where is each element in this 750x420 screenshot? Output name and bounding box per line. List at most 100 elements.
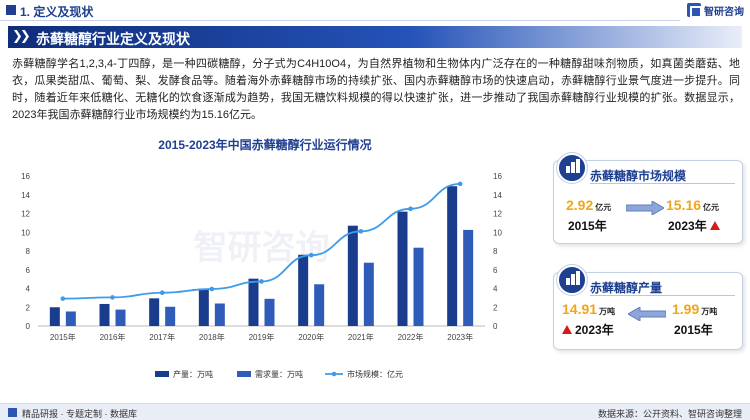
output-past-year: 2015年 <box>674 323 713 337</box>
market-to-value: 15.16 亿元 <box>666 197 720 213</box>
legend-swatch-production <box>155 371 169 377</box>
demand-bar <box>314 284 325 326</box>
card-title: 赤藓糖醇产量 <box>590 281 663 295</box>
x-tick-label: 2020年 <box>298 332 324 342</box>
card-title-underline <box>590 295 735 296</box>
production-bar <box>248 278 259 326</box>
production-bar <box>347 225 358 326</box>
section-marker-icon <box>6 5 16 15</box>
demand-bar <box>264 298 275 326</box>
bar-chart-icon <box>557 265 587 295</box>
right-arrow-icon <box>626 201 664 215</box>
brand-logo: 智研咨询 <box>687 2 744 18</box>
y2-tick-label: 4 <box>493 285 498 294</box>
intro-paragraph: 赤藓糖醇学名1,2,3,4-丁四醇，是一种四碳糖醇，分子式为C4H10O4，为自… <box>12 58 740 121</box>
market-from-value: 2.92 亿元 <box>566 197 612 213</box>
chart-title: 2015-2023年中国赤藓糖醇行业运行情况 <box>158 138 372 152</box>
page-title: 赤藓糖醇行业定义及现状 <box>36 31 190 47</box>
section-label: 1. 定义及现状 <box>20 5 94 19</box>
y2-tick-label: 14 <box>493 191 502 200</box>
y-tick-label: 2 <box>26 303 31 312</box>
demand-bar <box>115 309 126 326</box>
production-bar <box>49 307 60 326</box>
x-tick-label: 2015年 <box>50 332 76 342</box>
y-tick-label: 4 <box>26 285 31 294</box>
market-size-point <box>209 286 215 292</box>
legend-swatch-market-dot <box>331 371 337 377</box>
chart-watermark: 智研咨询 <box>194 229 330 267</box>
x-tick-label: 2023年 <box>447 332 473 342</box>
section-header: 1. 定义及现状 <box>0 0 750 22</box>
y-tick-label: 12 <box>21 210 30 219</box>
market-size-point <box>110 295 115 300</box>
market-size-point <box>308 252 314 258</box>
market-size-card: 赤藓糖醇市场规模 2.92 亿元 2015年 15.16 亿元 2023年 <box>553 153 744 244</box>
section-divider <box>0 20 680 21</box>
demand-bar <box>65 311 76 326</box>
x-tick-label: 2022年 <box>398 332 424 342</box>
market-size-line <box>62 182 461 300</box>
market-size-point <box>457 181 463 187</box>
market-from-year: 2015年 <box>568 219 607 233</box>
demand-bar <box>214 303 225 326</box>
left-arrow-icon <box>628 307 666 321</box>
output-past-value: 1.99 万吨 <box>672 301 718 317</box>
data-source: 数据来源：公开资料、智研咨询整理 <box>597 409 742 419</box>
x-tick-label: 2016年 <box>100 332 126 342</box>
x-tick-label: 2021年 <box>348 332 374 342</box>
market-size-point <box>358 229 364 234</box>
logo-icon <box>687 3 702 18</box>
up-arrow-icon <box>709 221 720 230</box>
legend-label-demand: 需求量：万吨 <box>255 369 303 379</box>
combo-chart: 智研咨询 0 2 4 6 8 10 12 14 16 0 2 4 6 8 10 12 14 16 2015年 2016年… <box>21 172 502 379</box>
y-tick-label: 6 <box>26 266 31 275</box>
market-size-point <box>259 279 264 284</box>
double-chevron-icon: ❯❯ <box>12 28 31 43</box>
report-icon <box>8 408 17 417</box>
production-bar <box>99 303 110 326</box>
y2-tick-label: 2 <box>493 303 498 312</box>
demand-bar <box>463 229 474 326</box>
bar-chart-icon <box>557 153 587 183</box>
card-header: 赤藓糖醇市场规模 <box>554 153 744 187</box>
card-title: 赤藓糖醇市场规模 <box>590 169 687 183</box>
y-tick-label: 0 <box>26 322 31 331</box>
legend-swatch-demand <box>237 371 251 377</box>
output-card: 赤藓糖醇产量 14.91 万吨 2023年 1.99 万吨 2015年 <box>553 265 744 350</box>
card-title-underline <box>590 183 735 184</box>
x-tick-label: 2019年 <box>249 332 275 342</box>
y-tick-label: 8 <box>26 247 31 256</box>
legend-label-market: 市场规模：亿元 <box>347 369 403 379</box>
market-size-point <box>60 296 66 301</box>
output-now-value: 14.91 万吨 <box>562 301 616 317</box>
market-size-point <box>408 206 413 212</box>
logo-text: 智研咨询 <box>704 6 744 18</box>
production-bar <box>447 186 458 326</box>
demand-bar <box>165 306 176 326</box>
footer-tagline: 精品研报 · 专题定制 · 数据库 <box>22 409 137 419</box>
y2-tick-label: 8 <box>493 247 498 256</box>
demand-bar <box>363 262 374 326</box>
y2-tick-label: 12 <box>493 210 502 219</box>
y2-tick-label: 0 <box>493 322 498 331</box>
market-size-point <box>159 290 165 296</box>
footer-bar: 精品研报 · 专题定制 · 数据库 数据来源：公开资料、智研咨询整理 <box>0 403 750 420</box>
y2-tick-label: 16 <box>493 172 502 181</box>
x-tick-label: 2018年 <box>199 332 225 342</box>
production-bar <box>149 298 160 326</box>
y2-tick-label: 10 <box>493 228 502 237</box>
title-banner: ❯❯ 赤藓糖醇行业定义及现状 <box>8 26 742 48</box>
demand-bar <box>413 247 424 326</box>
legend-label-production: 产量：万吨 <box>173 369 213 379</box>
production-bar <box>198 288 209 326</box>
up-arrow-icon <box>562 325 572 334</box>
y-tick-label: 10 <box>21 228 30 237</box>
y-tick-label: 14 <box>21 191 30 200</box>
card-header: 赤藓糖醇产量 <box>554 265 744 299</box>
x-tick-label: 2017年 <box>149 332 175 342</box>
market-to-year: 2023年 <box>668 217 720 234</box>
output-now-year: 2023年 <box>562 321 614 338</box>
y2-tick-label: 6 <box>493 266 498 275</box>
production-bar <box>397 211 408 326</box>
production-bar <box>298 254 309 326</box>
